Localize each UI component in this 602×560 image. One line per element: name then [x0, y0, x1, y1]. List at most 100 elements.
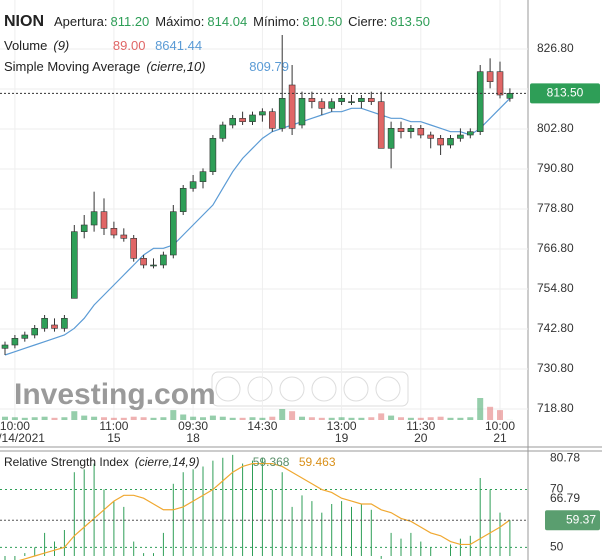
volume-bar [318, 417, 325, 420]
candle-body [496, 71, 504, 96]
tool-button[interactable] [215, 376, 241, 402]
x-tick-label: 10:00 [485, 419, 515, 433]
volume-bar [417, 417, 424, 420]
y-tick-label: 80.78 [550, 451, 580, 465]
candle-body [486, 71, 494, 82]
legend-name: Relative Strength Index [4, 455, 129, 469]
x-date-label: 21 [493, 431, 507, 445]
volume-bar [21, 417, 28, 420]
volume-bar [447, 417, 454, 420]
volume-bar [279, 409, 286, 420]
candle-body [229, 118, 236, 126]
volume-bar [487, 406, 494, 420]
candle-body [457, 134, 464, 139]
volume-bar [81, 415, 88, 420]
y-tick-label: 50 [550, 540, 564, 554]
y-tick-label: 718.80 [537, 401, 574, 415]
y-tick-label: 70 [550, 482, 564, 496]
volume-bar [120, 417, 127, 420]
volume-bar [170, 410, 177, 420]
volume-bar [457, 417, 464, 420]
tool-button[interactable] [279, 376, 305, 402]
field-value: 814.04 [207, 14, 248, 29]
volume-bar [328, 417, 335, 420]
candle-body [209, 138, 217, 172]
volume-bar [31, 417, 38, 420]
sma-legend: Simple Moving Average (cierre,10) 809.79 [4, 59, 295, 74]
candle-body [199, 171, 207, 182]
candle-body [100, 211, 108, 229]
candle-body [90, 211, 98, 226]
tool-button[interactable] [311, 376, 337, 402]
field-value: 810.50 [302, 14, 343, 29]
volume-bar [308, 417, 315, 420]
field-label: Máximo: [155, 14, 205, 29]
y-tick-label: 766.80 [537, 241, 574, 255]
candle-body [417, 128, 425, 136]
field-label: Mínimo: [253, 14, 300, 29]
candle-body [130, 238, 137, 259]
candle-body [377, 101, 385, 149]
candle-body [328, 101, 336, 109]
candle-body [150, 264, 157, 267]
candle-body [466, 131, 474, 136]
x-date-label: 10/14/2021 [0, 431, 45, 445]
candle-body [1, 344, 9, 349]
candle-body [21, 334, 29, 339]
volume-bar [348, 417, 355, 420]
volume-bar [427, 417, 434, 420]
volume-bar [477, 398, 484, 420]
field-label: Cierre: [348, 14, 388, 29]
candle-body [160, 254, 167, 266]
y-tick-label: 826.80 [537, 41, 574, 55]
candle-body [288, 84, 296, 129]
volume-bar [269, 416, 276, 420]
candle-body [367, 98, 375, 102]
legend-params: (cierre,10) [146, 59, 206, 74]
candle-body [41, 318, 48, 329]
sma-line [4, 97, 511, 356]
tool-button[interactable] [343, 376, 369, 402]
candle-body [348, 101, 355, 103]
candle-body [506, 93, 514, 99]
x-date-label: 20 [414, 431, 428, 445]
tool-button[interactable] [247, 376, 273, 402]
legend-value: 8641.44 [155, 38, 203, 53]
candle-body [179, 188, 187, 212]
volume-bar [398, 417, 404, 420]
tool-button[interactable] [375, 376, 401, 402]
x-tick-label: 14:30 [247, 419, 277, 433]
candle-body [11, 338, 19, 346]
candle-body [61, 318, 68, 329]
volume-bar [388, 415, 395, 420]
legend-value: 809.79 [249, 59, 289, 74]
x-tick-label: 09:30 [178, 419, 208, 433]
rsi-ma-line [18, 462, 511, 560]
volume-bar [338, 417, 345, 420]
candle-body [80, 224, 88, 232]
candle-body [31, 328, 39, 336]
volume-bar [101, 417, 107, 420]
candle-body [338, 98, 345, 102]
candle-body [278, 98, 286, 129]
volume-bar [110, 417, 117, 420]
volume-bar [140, 417, 147, 420]
volume-bar [200, 417, 206, 420]
field-value: 813.50 [390, 14, 430, 29]
candle-body [447, 138, 454, 146]
candle-body [239, 118, 246, 122]
legend-name: Volume [4, 38, 48, 53]
watermark: Investing.com [14, 378, 216, 411]
volume-bar [160, 417, 167, 420]
volume-bar [368, 417, 375, 420]
x-tick-label: 13:00 [327, 419, 357, 433]
rsi-legend: Relative Strength Index (cierre,14,9) 59.… [4, 455, 342, 469]
candle-body [189, 181, 197, 189]
candle-body [268, 111, 276, 129]
toolbar [211, 371, 409, 407]
last-price-box [530, 83, 600, 104]
volume-bar [209, 415, 216, 420]
y-tick-label: 790.80 [537, 161, 574, 175]
header: NION Apertura: 811.20 Máximo: 814.04 Mínimo: 8… [4, 13, 442, 31]
